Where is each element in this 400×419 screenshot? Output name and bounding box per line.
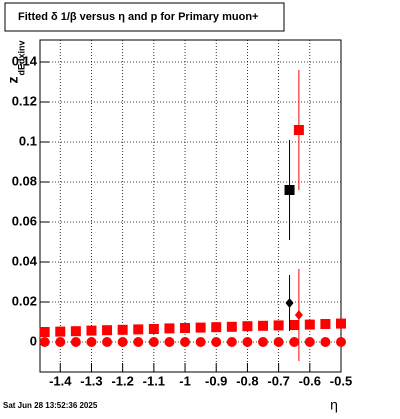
marker-square xyxy=(117,324,128,335)
y-tick-label: 0.1 xyxy=(19,133,37,148)
marker-square xyxy=(304,319,315,330)
marker-circle xyxy=(39,337,50,347)
x-tick-label: -1.1 xyxy=(143,373,165,388)
marker-square xyxy=(180,323,191,333)
marker-square xyxy=(195,322,206,333)
marker-square xyxy=(70,326,81,337)
y-tick-label: 0.06 xyxy=(12,213,37,228)
marker-square xyxy=(86,325,97,336)
marker-circle xyxy=(289,337,300,347)
marker-square xyxy=(133,324,144,335)
marker-circle xyxy=(164,337,175,347)
marker-square xyxy=(320,319,331,329)
marker-square xyxy=(164,323,175,334)
marker-square xyxy=(258,320,269,331)
marker-circle xyxy=(195,337,206,347)
marker-circle xyxy=(336,337,346,347)
y-tick-label: 0.04 xyxy=(12,253,38,268)
marker-square xyxy=(148,324,159,334)
x-axis-label: η xyxy=(330,397,338,413)
x-tick-label: -1.4 xyxy=(49,373,72,388)
marker-circle xyxy=(70,337,81,347)
marker-circle xyxy=(55,337,66,347)
x-tick-label: -0.8 xyxy=(236,373,258,388)
marker-diamond xyxy=(294,310,303,320)
x-tick-label: -1.3 xyxy=(80,373,102,388)
marker-circle xyxy=(242,337,253,347)
marker-circle xyxy=(117,337,128,347)
y-axis-label: z xyxy=(5,77,21,84)
marker-square xyxy=(39,327,50,337)
chart-title: Fitted δ 1/β versus η and p for Primary … xyxy=(18,11,258,23)
marker-square xyxy=(226,321,237,332)
marker-square xyxy=(293,125,304,135)
y-axis-label-sub: dEdxinv xyxy=(16,40,26,75)
y-tick-label: 0.08 xyxy=(12,173,37,188)
x-tick-label: -1 xyxy=(179,373,191,388)
footer-date: Sat Jun 28 13:52:36 2025 xyxy=(3,401,98,410)
marker-circle xyxy=(102,337,113,347)
marker-circle xyxy=(180,337,191,347)
marker-square xyxy=(289,320,300,330)
marker-circle xyxy=(86,337,97,347)
marker-circle xyxy=(320,337,331,347)
y-tick-label: 0.12 xyxy=(12,93,37,108)
x-tick-label: -0.9 xyxy=(205,373,227,388)
plot-frame xyxy=(39,39,342,373)
y-tick-label: 0.02 xyxy=(12,293,37,308)
y-tick-label: 0 xyxy=(30,333,37,348)
marker-square xyxy=(55,326,66,337)
y-tick-label: 0.14 xyxy=(12,53,38,68)
x-tick-label: -0.5 xyxy=(330,373,352,388)
title-box xyxy=(4,2,285,32)
marker-square xyxy=(211,322,222,333)
marker-circle xyxy=(304,337,315,347)
marker-square xyxy=(102,325,113,336)
marker-circle xyxy=(258,337,269,347)
marker-diamond xyxy=(285,298,294,308)
marker-circle xyxy=(133,337,144,347)
marker-circle xyxy=(273,337,284,347)
marker-circle xyxy=(211,337,222,347)
marker-circle xyxy=(148,337,159,347)
marker-square xyxy=(273,320,284,331)
marker-square xyxy=(242,321,253,332)
x-tick-label: -0.6 xyxy=(299,373,321,388)
marker-square xyxy=(336,318,346,329)
x-tick-label: -1.2 xyxy=(111,373,133,388)
marker-circle xyxy=(226,337,237,347)
marker-square xyxy=(284,185,295,195)
x-tick-label: -0.7 xyxy=(267,373,289,388)
